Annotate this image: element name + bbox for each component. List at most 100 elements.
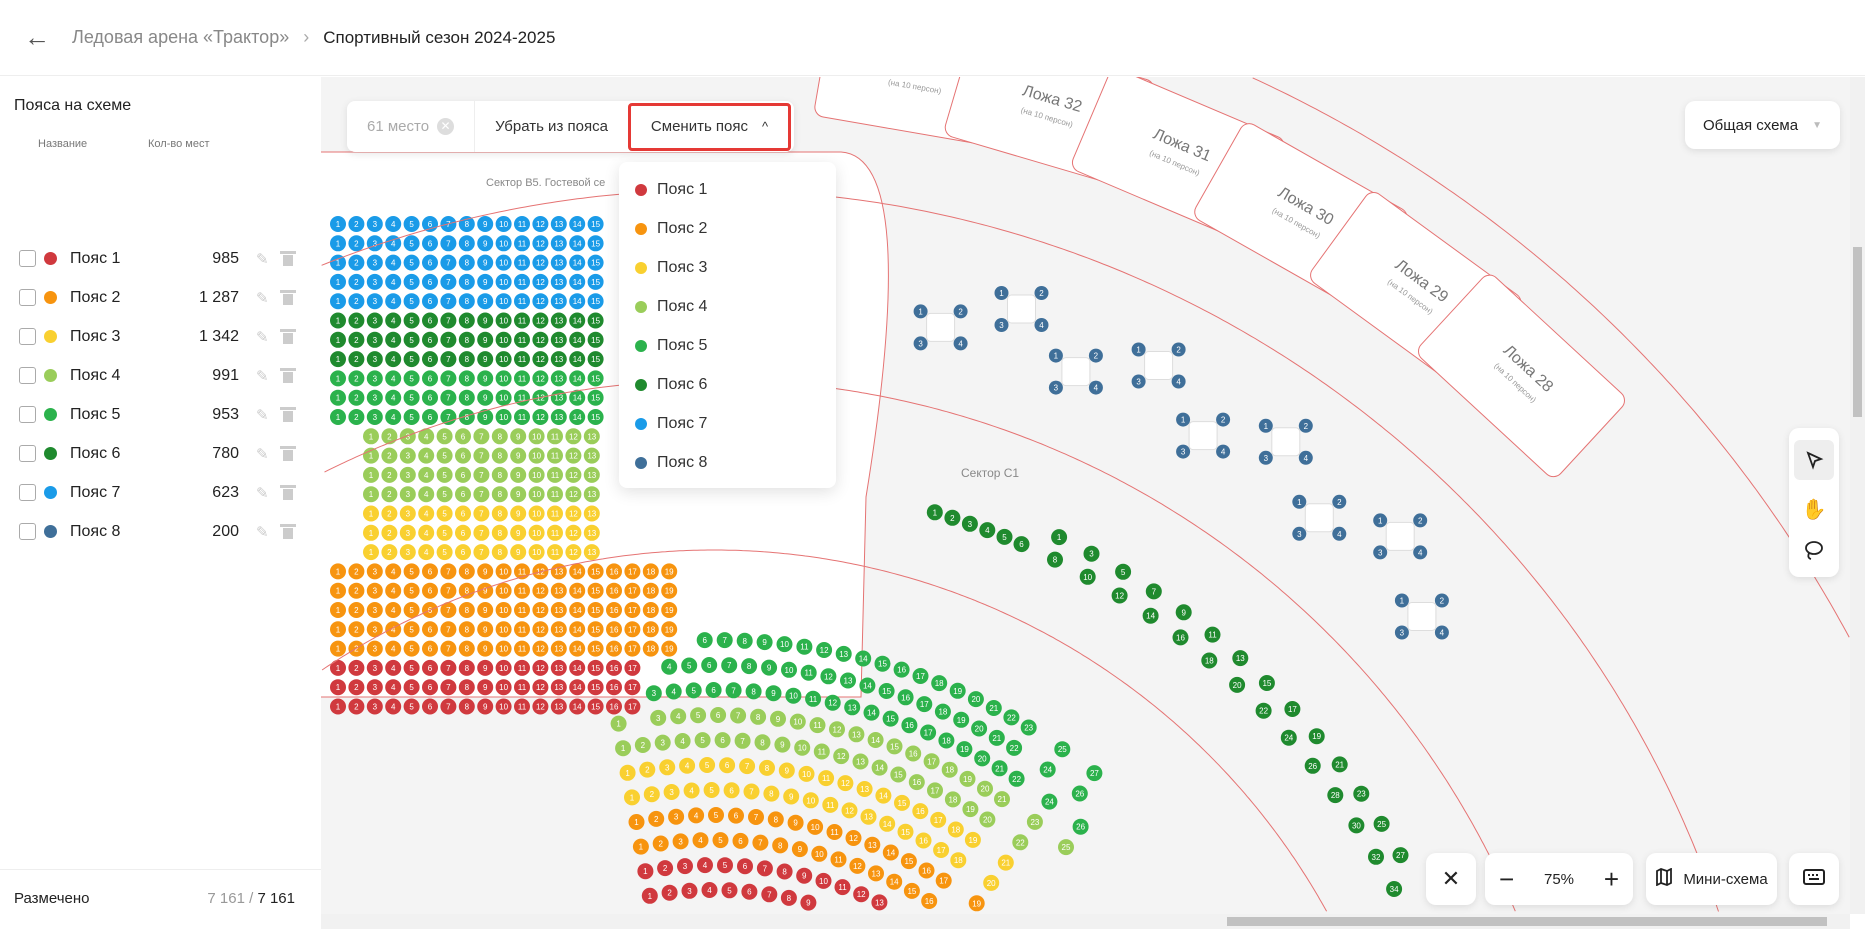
seat[interactable] [510, 505, 527, 522]
seat[interactable] [930, 811, 947, 828]
zoom-out-button[interactable]: − [1499, 863, 1515, 894]
seat[interactable] [915, 832, 932, 849]
seat[interactable] [1255, 702, 1272, 719]
seat[interactable] [1331, 756, 1348, 773]
seat[interactable] [796, 867, 813, 884]
seat[interactable] [458, 273, 475, 290]
seat[interactable] [330, 235, 346, 252]
seat[interactable] [385, 293, 402, 310]
seat[interactable] [550, 563, 567, 580]
seat[interactable] [714, 732, 731, 749]
seat[interactable] [348, 273, 365, 290]
seat-map-canvas[interactable]: Сектор B5. Гостевой се1 2 3 4 5 6 7 8 9 10 11 12 13 1… [321, 77, 1850, 914]
zone-checkbox[interactable] [19, 445, 36, 462]
seat[interactable] [587, 563, 604, 580]
seat[interactable] [1003, 709, 1020, 726]
seat[interactable] [330, 273, 346, 290]
seat[interactable] [385, 351, 402, 368]
seat[interactable] [748, 809, 764, 825]
close-button[interactable]: ✕ [1426, 853, 1476, 905]
seat[interactable] [569, 331, 586, 348]
seat[interactable] [730, 707, 747, 724]
seat[interactable] [565, 447, 582, 464]
seat[interactable] [477, 409, 494, 425]
seat[interactable] [440, 370, 457, 387]
seat[interactable] [816, 642, 833, 658]
seat[interactable] [385, 698, 402, 715]
seat[interactable] [510, 447, 527, 464]
seat[interactable] [1258, 418, 1273, 433]
seat[interactable] [908, 774, 925, 791]
seat[interactable] [853, 886, 870, 903]
seat[interactable] [923, 753, 940, 770]
seat[interactable] [532, 679, 549, 696]
seat[interactable] [813, 743, 830, 760]
seat[interactable] [403, 216, 420, 232]
seat[interactable] [366, 640, 383, 657]
seat[interactable] [959, 770, 976, 787]
seat[interactable] [661, 884, 678, 901]
seat[interactable] [1013, 536, 1030, 553]
seat[interactable] [366, 602, 383, 618]
seat[interactable] [763, 785, 780, 802]
seat[interactable] [994, 286, 1009, 300]
seat[interactable] [422, 370, 438, 387]
seat[interactable] [1327, 787, 1344, 804]
seat[interactable] [458, 312, 475, 329]
seat[interactable] [514, 235, 530, 252]
seat[interactable] [403, 254, 420, 271]
dropdown-item-zone-7[interactable]: Пояс 7 [619, 404, 836, 443]
seat[interactable] [403, 602, 420, 618]
seat[interactable] [366, 582, 383, 599]
seat[interactable] [983, 874, 1000, 891]
seat[interactable] [642, 582, 659, 599]
seat[interactable] [363, 524, 379, 541]
dropdown-item-zone-8[interactable]: Пояс 8 [619, 443, 836, 482]
seat[interactable] [495, 563, 512, 580]
seat[interactable] [403, 293, 420, 310]
seat[interactable] [366, 370, 383, 387]
seat[interactable] [776, 863, 793, 880]
seat[interactable] [772, 837, 789, 854]
seat[interactable] [458, 235, 475, 252]
seat[interactable] [859, 677, 876, 694]
seat[interactable] [569, 621, 586, 638]
seat[interactable] [587, 216, 604, 232]
seat[interactable] [815, 872, 832, 889]
seat[interactable] [871, 759, 888, 776]
seat[interactable] [381, 505, 398, 522]
seat[interactable] [532, 409, 549, 425]
seat[interactable] [841, 802, 858, 819]
seat[interactable] [624, 621, 641, 638]
seat[interactable] [403, 409, 420, 425]
seat[interactable] [514, 370, 530, 387]
seat[interactable] [639, 761, 656, 778]
seat[interactable] [477, 351, 494, 368]
seat[interactable] [385, 582, 402, 599]
seat[interactable] [637, 863, 654, 880]
seat[interactable] [767, 811, 784, 828]
table[interactable] [926, 312, 956, 342]
seat[interactable] [725, 682, 742, 699]
seat[interactable] [510, 486, 527, 503]
seat[interactable] [532, 621, 549, 638]
seat[interactable] [440, 312, 457, 329]
seat[interactable] [418, 544, 435, 561]
seat[interactable] [624, 582, 641, 599]
seat[interactable] [583, 505, 600, 522]
seat[interactable] [366, 659, 383, 676]
seat[interactable] [330, 331, 346, 348]
seat[interactable] [330, 698, 346, 715]
pencil-icon[interactable]: ✎ [256, 328, 269, 346]
seat[interactable] [569, 235, 586, 252]
seat[interactable] [436, 428, 453, 445]
table[interactable] [1144, 351, 1174, 380]
arrow-left-icon[interactable]: ← [24, 22, 50, 52]
seat[interactable] [849, 857, 866, 874]
seat[interactable] [385, 370, 402, 387]
seat[interactable] [587, 370, 604, 387]
seat[interactable] [550, 640, 567, 657]
seat[interactable] [886, 738, 903, 755]
seat[interactable] [1298, 450, 1313, 465]
table[interactable] [1188, 421, 1218, 451]
